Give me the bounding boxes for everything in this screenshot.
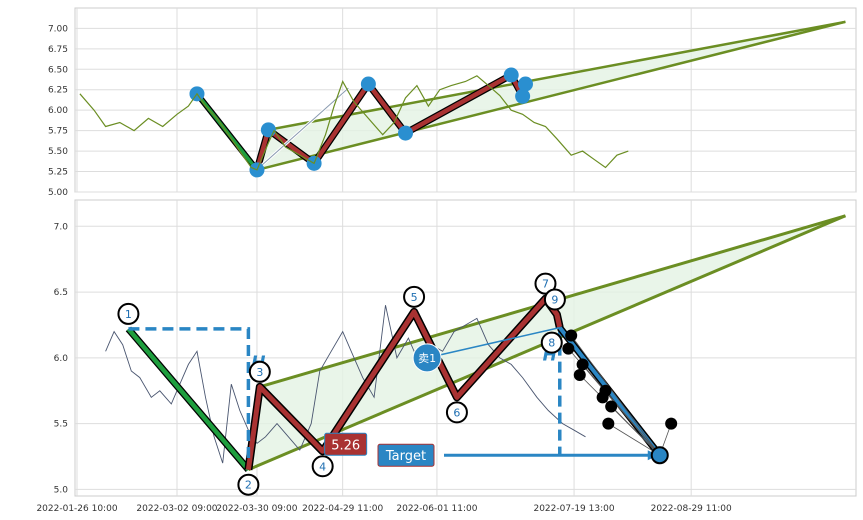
bottom-x-tick-label: 2022-07-19 13:00 (533, 504, 614, 514)
top-marker-5 (398, 125, 414, 141)
top-marker-4 (360, 76, 376, 92)
black-dot-5 (596, 391, 609, 404)
bottom-y-ticks: 5.0 5.5 6.0 6.5 7.0 (54, 222, 69, 495)
black-dot-3 (573, 368, 586, 381)
pattern-point-label: 9 (551, 293, 558, 306)
top-y-tick-label: 6.00 (48, 106, 68, 116)
pattern-points: 1 2 3 4 5 6 7 8 9 (117, 272, 566, 496)
bottom-panel: 5.0 5.5 6.0 6.5 7.0 2022-01-26 10:00 2022-03-… (36, 199, 857, 514)
leg-1 (126, 327, 251, 472)
black-dot-6 (605, 400, 618, 413)
top-arrow-shaft (259, 87, 349, 168)
sell-label: 卖1 (418, 352, 436, 365)
top-marker-7 (515, 88, 531, 104)
pattern-point-label: 4 (319, 460, 326, 473)
top-y-tick-label: 5.50 (48, 147, 68, 157)
target-box (377, 443, 435, 467)
top-y-ticks: 5.00 5.25 5.50 5.75 6.00 6.25 6.50 6.75 7.00 (48, 24, 68, 198)
bottom-y-tick-label: 5.5 (54, 420, 68, 430)
sell-marker (412, 343, 442, 373)
pattern-point-label: 5 (411, 291, 418, 304)
pattern-point-label: 8 (548, 337, 555, 350)
top-marker-8 (517, 76, 533, 92)
pattern-point-5 (403, 285, 426, 308)
top-y-tick-label: 7.00 (48, 24, 68, 34)
top-channel-upper (268, 20, 846, 132)
top-y-tick-label: 5.00 (48, 188, 68, 198)
bottom-y-tick-label: 6.5 (54, 288, 68, 298)
pattern-point-2 (237, 473, 260, 496)
target-end-marker (650, 446, 669, 465)
black-dot-7 (602, 417, 615, 430)
top-y-tick-label: 5.25 (48, 168, 68, 178)
top-channel-lower (256, 20, 846, 172)
pattern-point-label: 7 (542, 278, 549, 291)
bottom-x-tick-label: 2022-01-26 10:00 (36, 504, 117, 514)
top-y-tick-label: 6.75 (48, 45, 68, 55)
pattern-point-4 (311, 455, 334, 478)
pattern-point-label: 1 (125, 308, 132, 321)
pattern-point-8 (540, 331, 563, 354)
dot-link-7 (608, 423, 660, 456)
pattern-point-6 (445, 401, 468, 424)
bottom-x-tick-label: 2022-06-01 11:00 (396, 504, 477, 514)
bottom-x-tick-label: 2022-04-29 11:00 (302, 504, 383, 514)
pattern-point-label: 3 (256, 366, 263, 379)
top-panel: 5.00 5.25 5.50 5.75 6.00 6.25 6.50 6.75 7.00 (48, 7, 857, 198)
pattern-point-label: 2 (245, 479, 252, 492)
bottom-x-tick-label: 2022-03-02 09:00 (136, 504, 217, 514)
pattern-point-3 (248, 360, 271, 383)
sell-connector (426, 326, 560, 359)
bottom-y-tick-label: 5.0 (54, 485, 69, 495)
top-y-tick-label: 6.25 (48, 86, 68, 96)
top-price-line (79, 75, 629, 171)
top-grid (75, 8, 856, 193)
dot-link-0 (570, 335, 661, 456)
pattern-point-1 (117, 302, 140, 325)
black-dot-0 (565, 329, 578, 342)
bottom-y-tick-label: 6.0 (54, 354, 69, 364)
pattern-point-7 (534, 272, 557, 295)
black-dot-8 (665, 417, 678, 430)
dot-link-6 (610, 406, 661, 456)
top-y-tick-label: 5.75 (48, 127, 68, 137)
bottom-x-tick-label: 2022-08-29 11:00 (651, 504, 732, 514)
bottom-x-tick-label: 2022-03-30 09:00 (216, 504, 297, 514)
pattern-point-label: 6 (453, 406, 460, 419)
top-marker-2 (260, 122, 276, 138)
black-dot-1 (562, 342, 575, 355)
pattern-point-9 (543, 288, 566, 311)
black-dot-2 (576, 358, 589, 371)
top-y-tick-label: 6.50 (48, 65, 68, 75)
dot-link-4 (605, 390, 661, 456)
height-measure-left (128, 327, 251, 464)
bottom-y-tick-label: 7.0 (54, 222, 69, 232)
bottom-x-ticks: 2022-01-26 10:00 2022-03-02 09:002022-03-… (36, 504, 732, 514)
top-marker-6 (503, 67, 519, 83)
price-label: 5.26 (331, 438, 360, 453)
top-pattern (189, 20, 846, 178)
price-box (324, 432, 368, 456)
target-label: Target (385, 449, 426, 464)
